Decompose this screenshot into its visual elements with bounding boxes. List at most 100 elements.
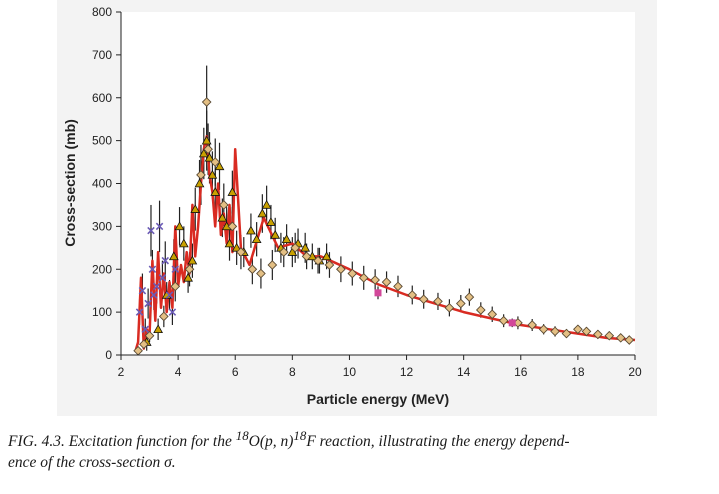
triangle-point [251, 234, 262, 243]
diamond-point [144, 330, 155, 341]
triangle-point [300, 242, 311, 252]
diamond-point [393, 281, 403, 292]
caption-superscript-2: 18 [293, 428, 307, 443]
diamond-point [267, 260, 278, 270]
triangle-point [210, 187, 221, 196]
diamond-point [278, 247, 289, 257]
cross-point [135, 308, 144, 316]
caption-suffix: F reaction, illustrating the energy depe… [306, 433, 570, 451]
triangle-point [201, 135, 212, 145]
caption-line-2: ence of the cross-section σ. [8, 454, 176, 472]
diamond-point [527, 320, 538, 330]
triangle-point [153, 324, 164, 334]
diamond-point [407, 290, 418, 300]
diamond-point [604, 330, 615, 341]
diamond-point [301, 251, 312, 262]
x-tick-label: 4 [175, 365, 182, 379]
triangle-point [178, 238, 189, 248]
diamond-point [218, 200, 229, 210]
diamond-point [593, 329, 603, 340]
diamond-point [624, 335, 635, 345]
triangle-point [270, 229, 281, 239]
diamond-point [381, 277, 392, 287]
diamond-point [581, 326, 592, 337]
diamond-point [550, 326, 560, 337]
triangle-point [194, 178, 205, 188]
y-tick-label: 0 [105, 348, 112, 362]
chart: 2 4 6 8 10 12 14 16 18 20010020030040050060070080… [62, 5, 642, 407]
diamond-point [573, 324, 583, 335]
cross-point [138, 286, 147, 295]
diamond-point [433, 296, 443, 307]
diamond-point [336, 264, 346, 275]
y-tick-label: 700 [92, 48, 112, 62]
diamond-point [227, 221, 238, 232]
diamond-point [247, 264, 258, 275]
triangle-point [246, 225, 256, 235]
y-tick-label: 200 [92, 262, 112, 276]
fit-line [134, 135, 636, 352]
y-tick-label: 400 [92, 177, 112, 191]
triangle-point [266, 217, 276, 226]
triangle-point [214, 161, 225, 171]
triangle-point [321, 251, 332, 261]
caption-middle: O(p, n) [248, 433, 294, 451]
triangle-point [204, 152, 215, 162]
figure-caption: FIG. 4.3. Excitation function for the 18… [8, 425, 713, 473]
diamond-point [464, 292, 475, 302]
diamond-point [324, 260, 335, 270]
triangle-point [231, 242, 242, 252]
triangle-point [217, 212, 228, 222]
triangle-point [190, 204, 201, 213]
cross-point [141, 325, 150, 334]
x-tick-label: 6 [232, 365, 239, 379]
triangle-point [174, 221, 185, 231]
y-tick-label: 800 [92, 5, 112, 19]
cross-point [165, 291, 174, 299]
cross-point [150, 291, 158, 299]
diamond-point [347, 268, 358, 279]
x-axis-title: Particle energy (MeV) [307, 391, 449, 407]
diamond-point [615, 333, 626, 343]
figure-panel: 2 4 6 8 10 12 14 16 18 20 0 100 200 300 400 500 600 700 80… [57, 0, 657, 416]
diamond-point [201, 97, 212, 107]
data-points [133, 97, 635, 356]
cross-point [168, 308, 177, 316]
x-tick-label: 16 [514, 365, 528, 379]
diamond-point [358, 272, 369, 283]
triangle-point [281, 234, 292, 243]
triangle-point [198, 148, 209, 158]
diamond-point [313, 255, 323, 266]
diamond-point [487, 309, 498, 320]
cross-point [144, 299, 152, 308]
cross-point [161, 256, 170, 265]
diamond-point [184, 264, 195, 275]
y-tick-label: 500 [92, 134, 112, 148]
diamond-point [370, 275, 380, 285]
y-axis-title: Cross-section (mb) [62, 119, 78, 247]
x-tick-label: 18 [571, 365, 585, 379]
triangle-point [261, 199, 272, 209]
triangle-point [187, 255, 198, 265]
diamond-point [139, 339, 149, 350]
diamond-point [475, 305, 486, 315]
diamond-point [538, 324, 549, 335]
magenta-point [374, 289, 382, 297]
diamond-point [256, 268, 266, 279]
diamond-point [444, 303, 455, 313]
fit-line-group [134, 135, 636, 352]
y-tick-label: 300 [92, 219, 112, 233]
cross-point [158, 274, 167, 282]
x-tick-label: 2 [118, 365, 125, 379]
triangle-point [257, 208, 268, 218]
diamond-point [158, 311, 169, 322]
y-tick-label: 100 [92, 305, 112, 319]
x-tick-label: 8 [289, 365, 296, 379]
triangle-point [183, 272, 193, 282]
y-tick-label: 600 [92, 91, 112, 105]
diamond-point [203, 144, 213, 155]
diamond-point [236, 247, 246, 257]
diamond-point [170, 281, 181, 292]
triangle-point [227, 187, 238, 196]
cross-point [148, 265, 157, 274]
